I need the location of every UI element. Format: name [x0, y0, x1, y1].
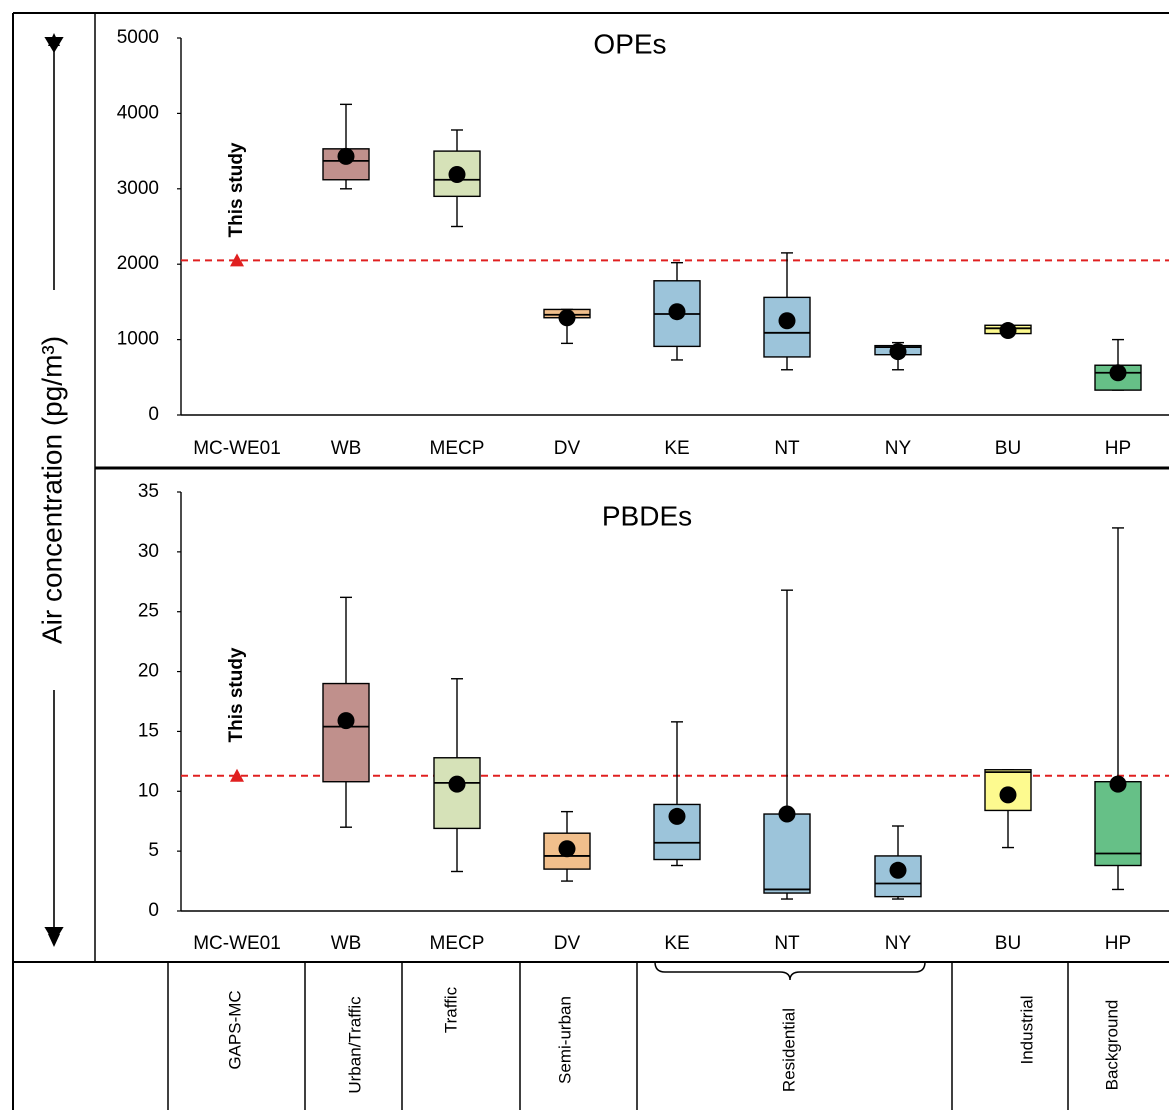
pbdes-y-tick-label: 15 [138, 720, 159, 741]
mean-point [448, 775, 466, 793]
pbdes-category-label: NY [885, 933, 912, 954]
pbdes-box-hp [1094, 527, 1142, 891]
mean-point [558, 309, 576, 327]
pbdes-panel: 0 5 10 15 20 25 30 35 MC-WE01 WB MECP DV KE NT NY BU HP P… [138, 481, 1169, 954]
pbdes-panel-title: PBDEs [602, 500, 692, 531]
pbdes-category-label: MC-WE01 [193, 933, 281, 954]
opes-category-label: NY [885, 438, 912, 459]
opes-y-tick-label: 3000 [117, 178, 159, 199]
opes-box-nt [763, 252, 811, 371]
type-semi-urban: Semi-urban [555, 996, 574, 1084]
opes-y-tick-label: 1000 [117, 329, 159, 350]
opes-category-label: HP [1105, 438, 1131, 459]
mean-point [889, 861, 907, 879]
opes-box-ny [874, 341, 922, 371]
opes-y-tick-label: 5000 [117, 27, 159, 48]
type-urban-traffic: Urban/Traffic [345, 996, 364, 1094]
mean-point [1109, 775, 1127, 793]
pbdes-this-study-marker [230, 768, 244, 782]
opes-panel-title: OPEs [593, 28, 666, 59]
opes-y-tick-label: 2000 [117, 253, 159, 274]
pbdes-this-study-label: This study [226, 647, 247, 742]
mean-point [448, 165, 466, 183]
opes-box-ke [653, 261, 701, 361]
pbdes-category-label: HP [1105, 933, 1131, 954]
opes-y-tick-label: 4000 [117, 102, 159, 123]
mean-point [778, 312, 796, 330]
pbdes-box-dv [543, 810, 591, 882]
y-axis-arrow [44, 33, 64, 947]
opes-panel: 0 1000 2000 3000 4000 5000 MC-WE01 WB MECP DV KE NT… [117, 27, 1169, 459]
pbdes-box-wb [322, 596, 370, 828]
box-iqr [322, 682, 370, 783]
opes-box-mecp [433, 129, 481, 228]
opes-box-bu [984, 322, 1032, 340]
opes-this-study-marker [230, 253, 244, 267]
y-axis-label: Air concentration (pg/m³) [36, 336, 67, 644]
opes-this-study-label: This study [226, 142, 247, 237]
pbdes-box-bu [984, 769, 1032, 849]
pbdes-category-label: MECP [430, 933, 485, 954]
pbdes-y-tick-label: 0 [148, 900, 159, 921]
pbdes-y-tick-label: 10 [138, 780, 159, 801]
opes-category-label: MC-WE01 [193, 438, 281, 459]
opes-box-dv [543, 308, 591, 345]
box-iqr [433, 757, 481, 830]
opes-category-label: DV [554, 438, 581, 459]
mean-point [889, 343, 907, 361]
pbdes-box-ny [874, 825, 922, 900]
opes-category-label: WB [331, 438, 362, 459]
opes-category-label: NT [774, 438, 800, 459]
pbdes-category-label: BU [995, 933, 1021, 954]
mean-point [558, 840, 576, 858]
pbdes-y-tick-label: 25 [138, 601, 159, 622]
box-iqr [763, 813, 811, 894]
residential-bracket [654, 961, 926, 981]
mean-point [999, 786, 1017, 804]
site-type-row: GAPS-MC Urban/Traffic Traffic Semi-urban… [225, 961, 1121, 1094]
opes-category-label: KE [664, 438, 689, 459]
opes-box-wb [322, 103, 370, 190]
pbdes-category-label: KE [664, 933, 689, 954]
pbdes-y-tick-label: 20 [138, 661, 159, 682]
pbdes-box-ke [653, 721, 701, 867]
opes-category-label: MECP [430, 438, 485, 459]
pbdes-y-tick-label: 30 [138, 541, 159, 562]
figure-frame [12, 12, 1169, 1110]
pbdes-category-label: NT [774, 933, 800, 954]
mean-point [778, 805, 796, 823]
opes-box-hp [1094, 338, 1142, 391]
type-traffic: Traffic [441, 986, 460, 1033]
type-gaps-mc: GAPS-MC [225, 990, 244, 1069]
pbdes-y-tick-label: 5 [148, 840, 159, 861]
pbdes-box-mecp [433, 678, 481, 873]
pbdes-category-label: WB [331, 933, 362, 954]
opes-y-tick-label: 0 [148, 404, 159, 425]
pbdes-y-tick-label: 35 [138, 481, 159, 502]
mean-point [668, 807, 686, 825]
mean-point [1109, 364, 1127, 382]
mean-point [337, 147, 355, 165]
type-residential: Residential [779, 1008, 798, 1092]
mean-point [337, 712, 355, 730]
type-industrial: Industrial [1017, 996, 1036, 1065]
pbdes-box-nt [763, 589, 811, 900]
pbdes-category-label: DV [554, 933, 581, 954]
mean-point [999, 322, 1017, 340]
opes-category-label: BU [995, 438, 1021, 459]
mean-point [668, 303, 686, 321]
type-background: Background [1102, 1000, 1121, 1091]
